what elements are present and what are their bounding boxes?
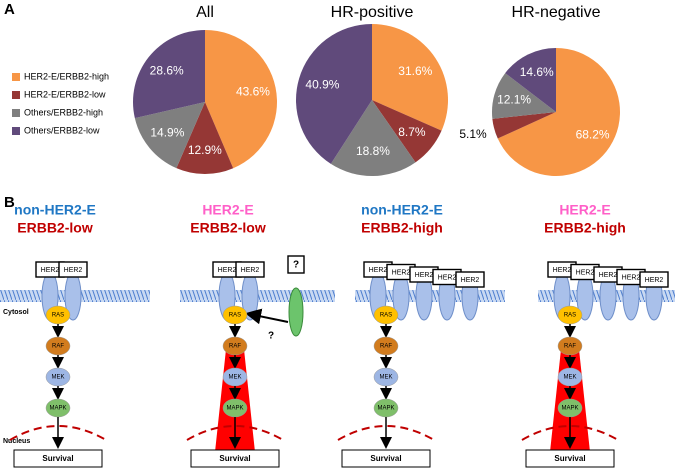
slice-label: 8.7% <box>398 125 426 139</box>
slice-label: 31.6% <box>398 64 432 78</box>
unknown-arrow <box>245 308 289 325</box>
her2-label: HER2 <box>645 277 664 284</box>
node-label: MEK <box>563 375 576 381</box>
pie-slice <box>295 24 372 164</box>
node-label: RAS <box>564 313 576 319</box>
her2-label: HER2 <box>218 267 237 274</box>
her2-label: HER2 <box>599 272 618 279</box>
unknown-label: ? <box>268 331 274 342</box>
pie-slice <box>372 24 448 131</box>
node-label: MAPK <box>226 406 243 412</box>
pie-title: HR-negative <box>512 4 601 21</box>
slice-label: 14.6% <box>520 65 554 79</box>
node-label: RAF <box>380 344 392 350</box>
node-label: RAF <box>564 344 576 350</box>
her2-box <box>639 271 669 288</box>
survival-label: Survival <box>42 454 73 463</box>
subtype-title: non-HER2-E <box>14 202 96 218</box>
legend-label: HER2-E/ERBB2-high <box>24 71 109 81</box>
pie-slice <box>132 30 205 119</box>
her2-box <box>58 261 88 278</box>
her2-label: HER2 <box>369 267 388 274</box>
her2-label: HER2 <box>622 274 641 281</box>
survival-box <box>13 449 103 468</box>
survival-box <box>525 449 615 468</box>
her2-box <box>455 271 485 288</box>
slice-label: 12.1% <box>497 92 531 106</box>
legend-label: HER2-E/ERBB2-low <box>24 89 106 99</box>
pie-slice <box>492 73 556 119</box>
legend-label: Others/ERBB2-low <box>24 125 100 135</box>
node-label: MAPK <box>377 406 394 412</box>
node-label: MEK <box>379 375 392 381</box>
legend-label: Others/ERBB2-high <box>24 107 103 117</box>
pie-title: All <box>196 4 214 21</box>
node-label: MEK <box>228 375 241 381</box>
pie-slice <box>372 100 442 163</box>
legend-swatch <box>12 91 20 99</box>
legend-swatch <box>12 109 20 117</box>
her2-label: HER2 <box>576 269 595 276</box>
slice-label: 40.9% <box>305 78 339 92</box>
unknown-receptor <box>288 287 304 337</box>
slice-label: 5.1% <box>459 127 487 141</box>
pie-title: HR-positive <box>331 4 414 21</box>
panel-label: B <box>4 194 15 211</box>
cytosol-label: Cytosol <box>3 309 29 316</box>
her2-label: HER2 <box>41 267 60 274</box>
nucleus-label: Nucleus <box>3 438 30 445</box>
subtype-title: HER2-E <box>559 202 610 218</box>
legend-swatch <box>12 73 20 81</box>
slice-label: 68.2% <box>576 128 610 142</box>
node-label: RAF <box>229 344 241 350</box>
erbb2-title: ERBB2-high <box>361 220 443 236</box>
subtype-title: non-HER2-E <box>361 202 443 218</box>
erbb2-title: ERBB2-low <box>190 220 266 236</box>
her2-box <box>235 261 265 278</box>
pie-slice <box>497 48 620 176</box>
erbb2-title: ERBB2-high <box>544 220 626 236</box>
her2-label: HER2 <box>461 277 480 284</box>
survival-label: Survival <box>219 454 250 463</box>
subtype-title: HER2-E <box>202 202 253 218</box>
node-label: MAPK <box>49 406 66 412</box>
her2-label: HER2 <box>438 274 457 281</box>
pie-slice <box>492 112 556 139</box>
erbb2-title: ERBB2-low <box>17 220 93 236</box>
her2-label: HER2 <box>241 267 260 274</box>
node-label: RAS <box>380 313 392 319</box>
pie-slice <box>205 30 278 169</box>
node-label: RAS <box>229 313 241 319</box>
slice-label: 12.9% <box>188 143 222 157</box>
unknown-box <box>287 255 305 274</box>
panel-label: A <box>4 1 15 18</box>
slice-label: 18.8% <box>356 144 390 158</box>
her2-label: HER2 <box>64 267 83 274</box>
node-label: MAPK <box>561 406 578 412</box>
pie-slice <box>134 102 205 169</box>
survival-label: Survival <box>554 454 585 463</box>
her2-label: HER2 <box>415 272 434 279</box>
node-label: RAF <box>52 344 64 350</box>
pie-slice <box>505 48 556 112</box>
slice-label: 28.6% <box>150 64 184 78</box>
slice-label: 14.9% <box>150 125 184 139</box>
pie-slice <box>176 102 234 174</box>
her2-label: HER2 <box>392 269 411 276</box>
survival-label: Survival <box>370 454 401 463</box>
node-label: MEK <box>51 375 64 381</box>
survival-box <box>190 449 280 468</box>
node-label: RAS <box>52 313 64 319</box>
survival-box <box>341 449 431 468</box>
slice-label: 43.6% <box>236 84 270 98</box>
legend-swatch <box>12 127 20 135</box>
her2-label: HER2 <box>553 267 572 274</box>
unknown-label: ? <box>293 260 299 271</box>
pie-slice <box>330 100 416 176</box>
